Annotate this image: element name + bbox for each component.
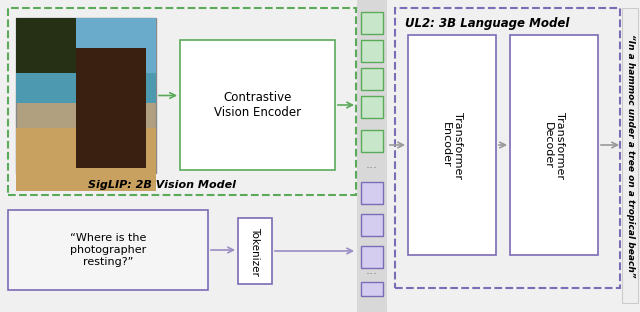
- Bar: [16, 18, 76, 73]
- Text: “In a hammoc under a tree on a tropical beach”: “In a hammoc under a tree on a tropical …: [625, 34, 634, 277]
- Text: ...: ...: [366, 158, 378, 172]
- Bar: [357, 0, 387, 312]
- Bar: [16, 73, 156, 103]
- Bar: [16, 18, 156, 78]
- Text: “Where is the
photographer
resting?”: “Where is the photographer resting?”: [70, 233, 146, 266]
- Bar: [8, 8, 356, 195]
- Bar: [76, 48, 146, 168]
- Bar: [361, 12, 383, 34]
- Bar: [16, 128, 156, 191]
- Bar: [238, 218, 272, 284]
- Bar: [408, 35, 496, 255]
- Bar: [180, 40, 335, 170]
- Bar: [16, 18, 156, 173]
- Bar: [361, 130, 383, 152]
- Bar: [361, 282, 383, 296]
- Bar: [510, 35, 598, 255]
- Text: UL2: 3B Language Model: UL2: 3B Language Model: [405, 17, 570, 31]
- Bar: [8, 210, 208, 290]
- Text: Transformer
Decoder: Transformer Decoder: [543, 111, 564, 178]
- Text: Contrastive
Vision Encoder: Contrastive Vision Encoder: [214, 91, 301, 119]
- Bar: [361, 40, 383, 62]
- Bar: [361, 96, 383, 118]
- Bar: [361, 68, 383, 90]
- Bar: [361, 182, 383, 204]
- Text: SigLIP: 2B Vision Model: SigLIP: 2B Vision Model: [88, 180, 236, 190]
- Bar: [361, 246, 383, 268]
- Bar: [622, 8, 638, 303]
- Text: Transformer
Encoder: Transformer Encoder: [441, 111, 463, 178]
- Bar: [395, 8, 620, 288]
- Text: ...: ...: [366, 264, 378, 276]
- Text: Tokenizer: Tokenizer: [250, 227, 260, 275]
- Bar: [361, 214, 383, 236]
